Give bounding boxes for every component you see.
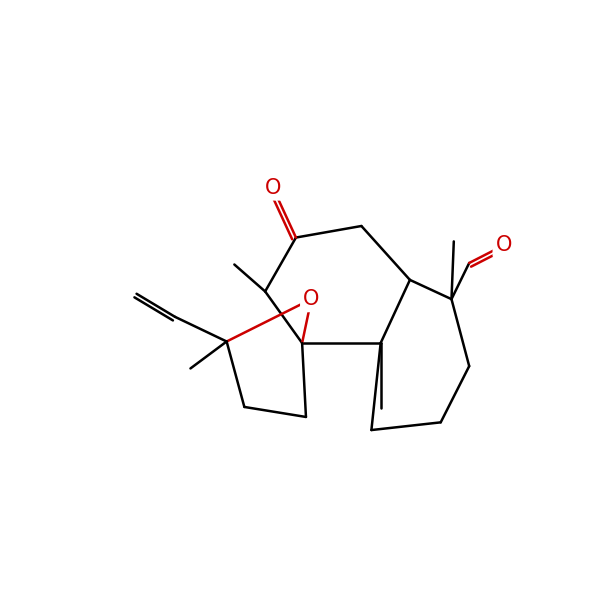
Text: O: O <box>265 178 281 197</box>
Text: O: O <box>496 235 512 255</box>
Text: O: O <box>303 289 320 309</box>
